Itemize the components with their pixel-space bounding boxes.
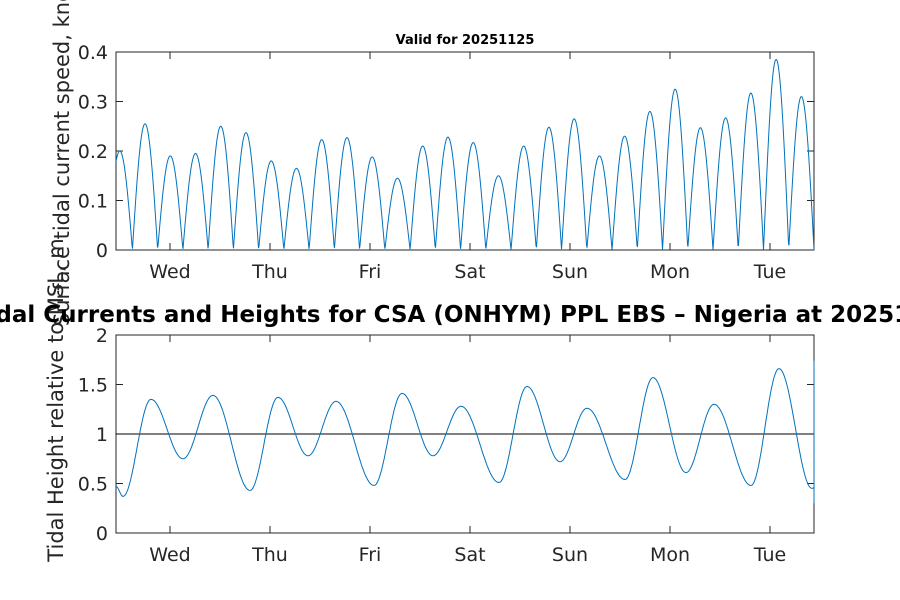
x-tick-label: Sat	[454, 544, 485, 566]
current-chart-title: Valid for 20251125	[396, 33, 535, 48]
x-tick-label: Sat	[454, 261, 485, 283]
x-tick-label: Fri	[359, 544, 382, 566]
x-tick-label: Wed	[149, 544, 190, 566]
current-y-axis: 0 0.1 0.2 0.3 0.4	[78, 42, 814, 262]
y-tick-label: 0.5	[78, 474, 108, 496]
x-tick-label: Tue	[753, 261, 786, 283]
y-tick-label: 1	[96, 424, 108, 446]
x-tick-label: Sun	[552, 544, 588, 566]
x-tick-label: Wed	[149, 261, 190, 283]
current-speed-series	[115, 58, 815, 251]
tidal-height-series	[116, 360, 815, 504]
y-tick-label: 0.3	[78, 92, 108, 114]
x-tick-label: Thu	[251, 544, 288, 566]
x-tick-label: Mon	[650, 261, 690, 283]
tidal-height-chart: 0 0.5 1 1.5 2 Wed Thu Fri Sat Sun Mon Tue Tidal He…	[0, 238, 900, 566]
current-speed-chart: Valid for 20251125 0 0.1 0.2 0.3 0.4 Wed Thu F…	[50, 0, 815, 326]
y-tick-label: 0.1	[78, 191, 108, 213]
y-tick-label: 0	[96, 523, 108, 545]
x-tick-label: Thu	[251, 261, 288, 283]
y-tick-label: 0.2	[78, 141, 108, 163]
current-y-label: Surface tidal current speed, knots	[50, 0, 74, 326]
y-tick-label: 2	[96, 325, 108, 347]
y-tick-label: 0.4	[78, 42, 108, 64]
height-x-axis: Wed Thu Fri Sat Sun Mon Tue	[149, 335, 786, 566]
current-plot-area	[115, 51, 815, 251]
current-x-axis: Wed Thu Fri Sat Sun Mon Tue	[149, 52, 786, 283]
x-tick-label: Tue	[753, 544, 786, 566]
main-figure-title: Tidal Currents and Heights for CSA (ONHY…	[0, 302, 900, 328]
x-tick-label: Fri	[359, 261, 382, 283]
y-tick-label: 1.5	[78, 375, 108, 397]
x-tick-label: Mon	[650, 544, 690, 566]
height-y-label: Tidal Height relative to MSL, m	[44, 238, 68, 562]
x-tick-label: Sun	[552, 261, 588, 283]
y-tick-label: 0	[96, 240, 108, 262]
